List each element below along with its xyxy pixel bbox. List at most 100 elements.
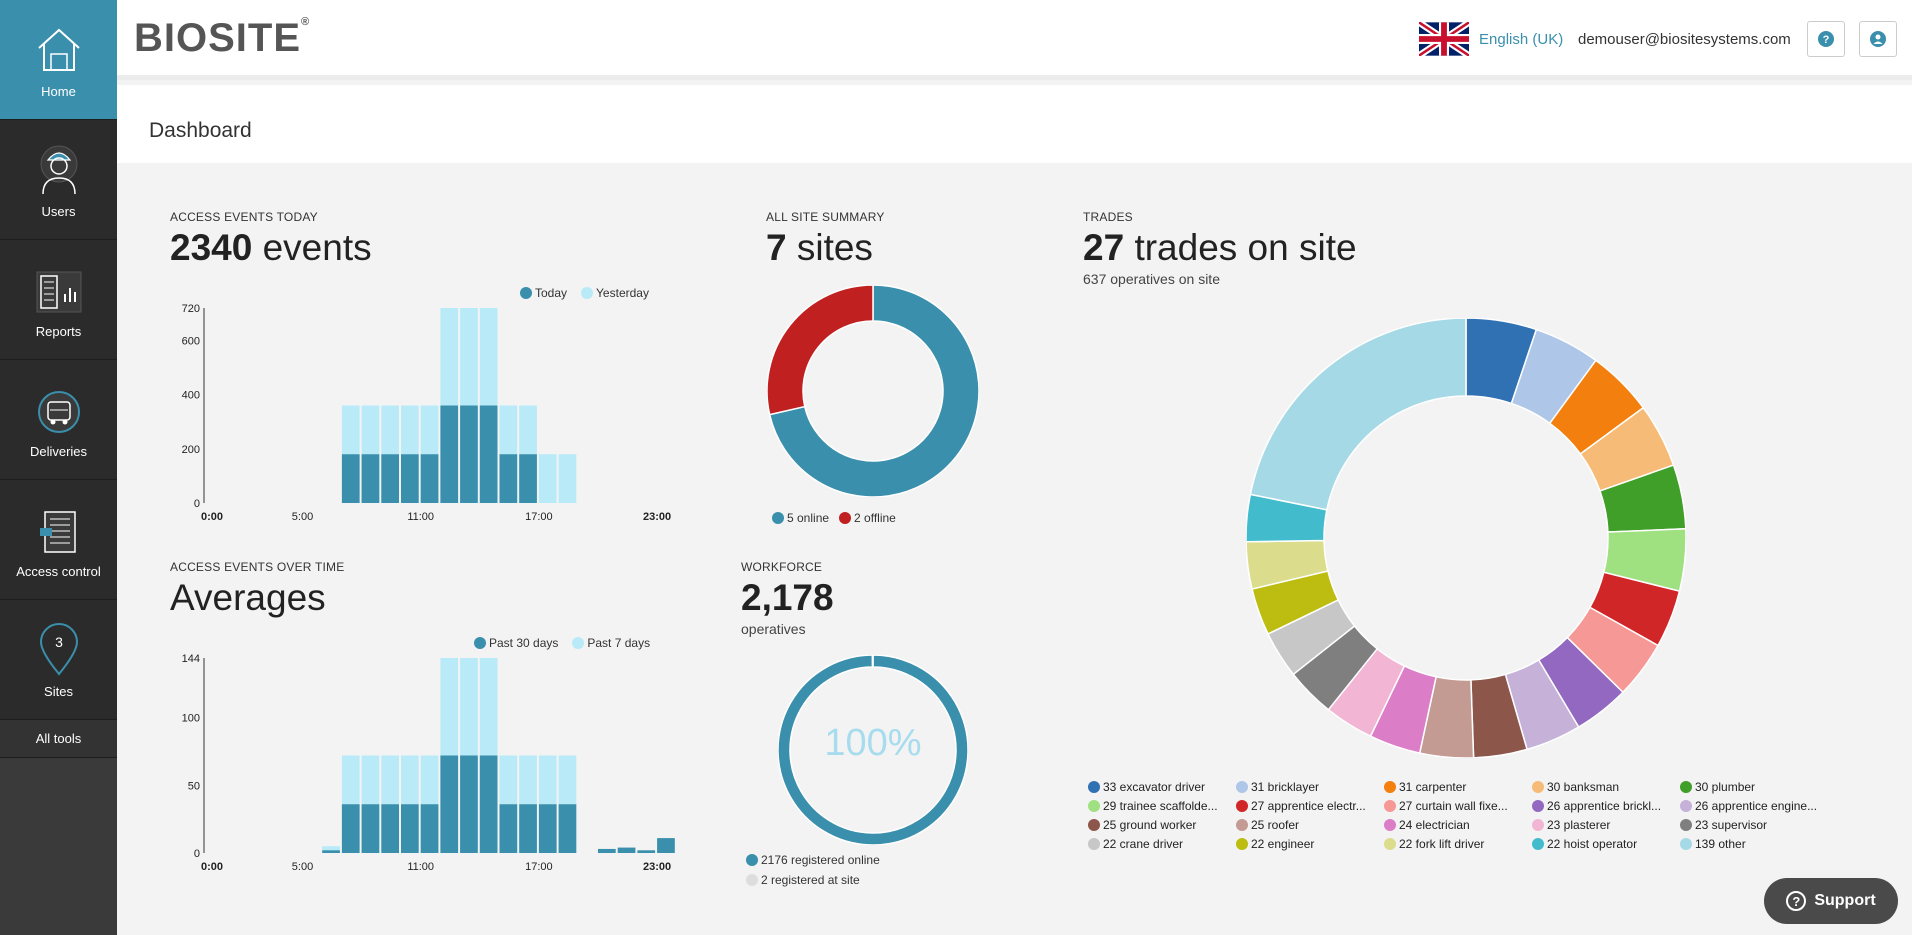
biosite-logo[interactable]: BIOSITE®: [134, 16, 310, 61]
trades-legend-item[interactable]: 25 ground worker: [1088, 818, 1236, 832]
bar-today[interactable]: [440, 405, 459, 504]
bar-past-30-days[interactable]: [420, 804, 439, 853]
help-button[interactable]: ?: [1807, 21, 1845, 57]
slice-2-registered-at-site[interactable]: [871, 655, 874, 668]
slice-2-offline[interactable]: [767, 285, 874, 416]
trades-panel: TRADES 27 trades on site 637 operatives …: [1083, 210, 1357, 287]
trades-legend-item[interactable]: 23 plasterer: [1532, 818, 1680, 832]
nav-reports[interactable]: Reports: [0, 240, 117, 360]
nav-sites[interactable]: 3 Sites: [0, 600, 117, 720]
bar-today[interactable]: [401, 454, 419, 503]
nav-home-label: Home: [41, 84, 76, 99]
x-tick-label: 0:00: [201, 511, 223, 523]
bar-today[interactable]: [420, 454, 439, 503]
bar-today[interactable]: [499, 454, 518, 503]
trades-legend-item[interactable]: 23 supervisor: [1680, 818, 1828, 832]
bar-past-30-days[interactable]: [598, 848, 616, 853]
trades-legend-item[interactable]: 26 apprentice brickl...: [1532, 799, 1680, 813]
x-tick-label: 0:00: [201, 861, 223, 873]
slice-5-online[interactable]: [768, 285, 979, 497]
workforce-count: 2,178: [741, 577, 834, 618]
trades-legend-label: 33 excavator driver: [1103, 780, 1206, 794]
legend-yesterday[interactable]: Yesterday: [581, 286, 649, 300]
access-today-legend: Today Yesterday: [520, 286, 649, 300]
trades-legend-label: 26 apprentice engine...: [1695, 799, 1818, 813]
trades-legend-label: 139 other: [1695, 837, 1746, 851]
bar-today[interactable]: [460, 405, 478, 504]
bar-today[interactable]: [479, 405, 498, 504]
bar-past-7-days[interactable]: [322, 846, 340, 853]
bar-today[interactable]: [381, 454, 399, 503]
trades-legend-item[interactable]: 27 apprentice electr...: [1236, 799, 1384, 813]
bar-past-30-days[interactable]: [499, 804, 518, 853]
nav-all-tools[interactable]: All tools: [0, 720, 117, 758]
trades-legend-label: 27 curtain wall fixe...: [1399, 799, 1508, 813]
bar-past-30-days[interactable]: [657, 838, 675, 853]
bar-past-30-days[interactable]: [361, 804, 380, 853]
trades-legend-item[interactable]: 139 other: [1680, 837, 1828, 851]
bar-past-30-days[interactable]: [637, 850, 656, 853]
slice-2176-registered-online[interactable]: [778, 655, 968, 845]
nav-access-control[interactable]: Access control: [0, 480, 117, 600]
account-button[interactable]: [1859, 21, 1897, 57]
x-tick-label: 17:00: [525, 861, 553, 873]
trades-legend-item[interactable]: 22 fork lift driver: [1384, 837, 1532, 851]
legend-offline[interactable]: 2 offline: [839, 511, 896, 525]
trades-legend-label: 25 ground worker: [1103, 818, 1197, 832]
user-email[interactable]: demouser@biositesystems.com: [1578, 31, 1791, 48]
over-time-chart: 0 50 100 144 0:00 5:00 11:00 17:00 23:00: [182, 653, 675, 873]
over-time-legend: Past 30 days Past 7 days: [474, 636, 650, 650]
legend-registered-at-site-label: 2 registered at site: [761, 873, 860, 887]
x-tick-label: 5:00: [292, 861, 313, 873]
trades-legend-item[interactable]: 30 banksman: [1532, 780, 1680, 794]
trades-legend-item[interactable]: 30 plumber: [1680, 780, 1828, 794]
bar-past-30-days[interactable]: [381, 804, 399, 853]
legend-today[interactable]: Today: [520, 286, 567, 300]
legend-online[interactable]: 5 online: [772, 511, 829, 525]
nav-home[interactable]: Home: [0, 0, 117, 120]
legend-color-dot: [1236, 781, 1248, 793]
trades-legend-item[interactable]: 22 hoist operator: [1532, 837, 1680, 851]
legend-past-30-days[interactable]: Past 30 days: [474, 636, 558, 650]
bar-past-30-days[interactable]: [617, 847, 636, 853]
nav-users[interactable]: Users: [0, 120, 117, 240]
workforce-donut: [778, 655, 968, 845]
trades-legend-item[interactable]: 22 crane driver: [1088, 837, 1236, 851]
uk-flag-icon[interactable]: [1419, 22, 1469, 56]
nav-deliveries[interactable]: Deliveries: [0, 360, 117, 480]
nav-users-label: Users: [41, 204, 76, 219]
legend-past-7-days[interactable]: Past 7 days: [572, 636, 650, 650]
bar-past-30-days[interactable]: [460, 755, 478, 854]
bar-past-30-days[interactable]: [558, 804, 577, 853]
trades-legend-item[interactable]: 31 carpenter: [1384, 780, 1532, 794]
trades-legend-item[interactable]: 31 bricklayer: [1236, 780, 1384, 794]
legend-registered-online[interactable]: 2176 registered online: [746, 850, 880, 870]
bar-past-30-days[interactable]: [322, 850, 340, 853]
bar-past-30-days[interactable]: [401, 804, 419, 853]
bar-past-30-days[interactable]: [479, 755, 498, 854]
bar-today[interactable]: [519, 454, 537, 503]
support-button[interactable]: ? Support: [1764, 878, 1898, 924]
legend-color-dot: [1236, 819, 1248, 831]
bar-today[interactable]: [341, 454, 360, 503]
trades-legend-item[interactable]: 26 apprentice engine...: [1680, 799, 1828, 813]
site-summary-label: ALL SITE SUMMARY: [766, 210, 885, 224]
trades-legend-item[interactable]: 27 curtain wall fixe...: [1384, 799, 1532, 813]
slice-139-other[interactable]: [1249, 318, 1467, 511]
trades-legend-item[interactable]: 22 engineer: [1236, 837, 1384, 851]
site-summary-panel: ALL SITE SUMMARY 7 sites: [766, 210, 885, 269]
language-selector[interactable]: English (UK): [1479, 31, 1564, 48]
trades-legend-item[interactable]: 29 trainee scaffolde...: [1088, 799, 1236, 813]
bar-yesterday[interactable]: [558, 454, 577, 503]
legend-registered-at-site[interactable]: 2 registered at site: [746, 870, 880, 890]
trades-legend-label: 30 plumber: [1695, 780, 1756, 794]
bar-yesterday[interactable]: [538, 454, 557, 503]
bar-past-30-days[interactable]: [440, 755, 459, 854]
trades-legend-item[interactable]: 24 electrician: [1384, 818, 1532, 832]
bar-past-30-days[interactable]: [538, 804, 557, 853]
bar-past-30-days[interactable]: [519, 804, 537, 853]
bar-today[interactable]: [361, 454, 380, 503]
trades-legend-item[interactable]: 33 excavator driver: [1088, 780, 1236, 794]
trades-legend-item[interactable]: 25 roofer: [1236, 818, 1384, 832]
bar-past-30-days[interactable]: [341, 804, 360, 853]
